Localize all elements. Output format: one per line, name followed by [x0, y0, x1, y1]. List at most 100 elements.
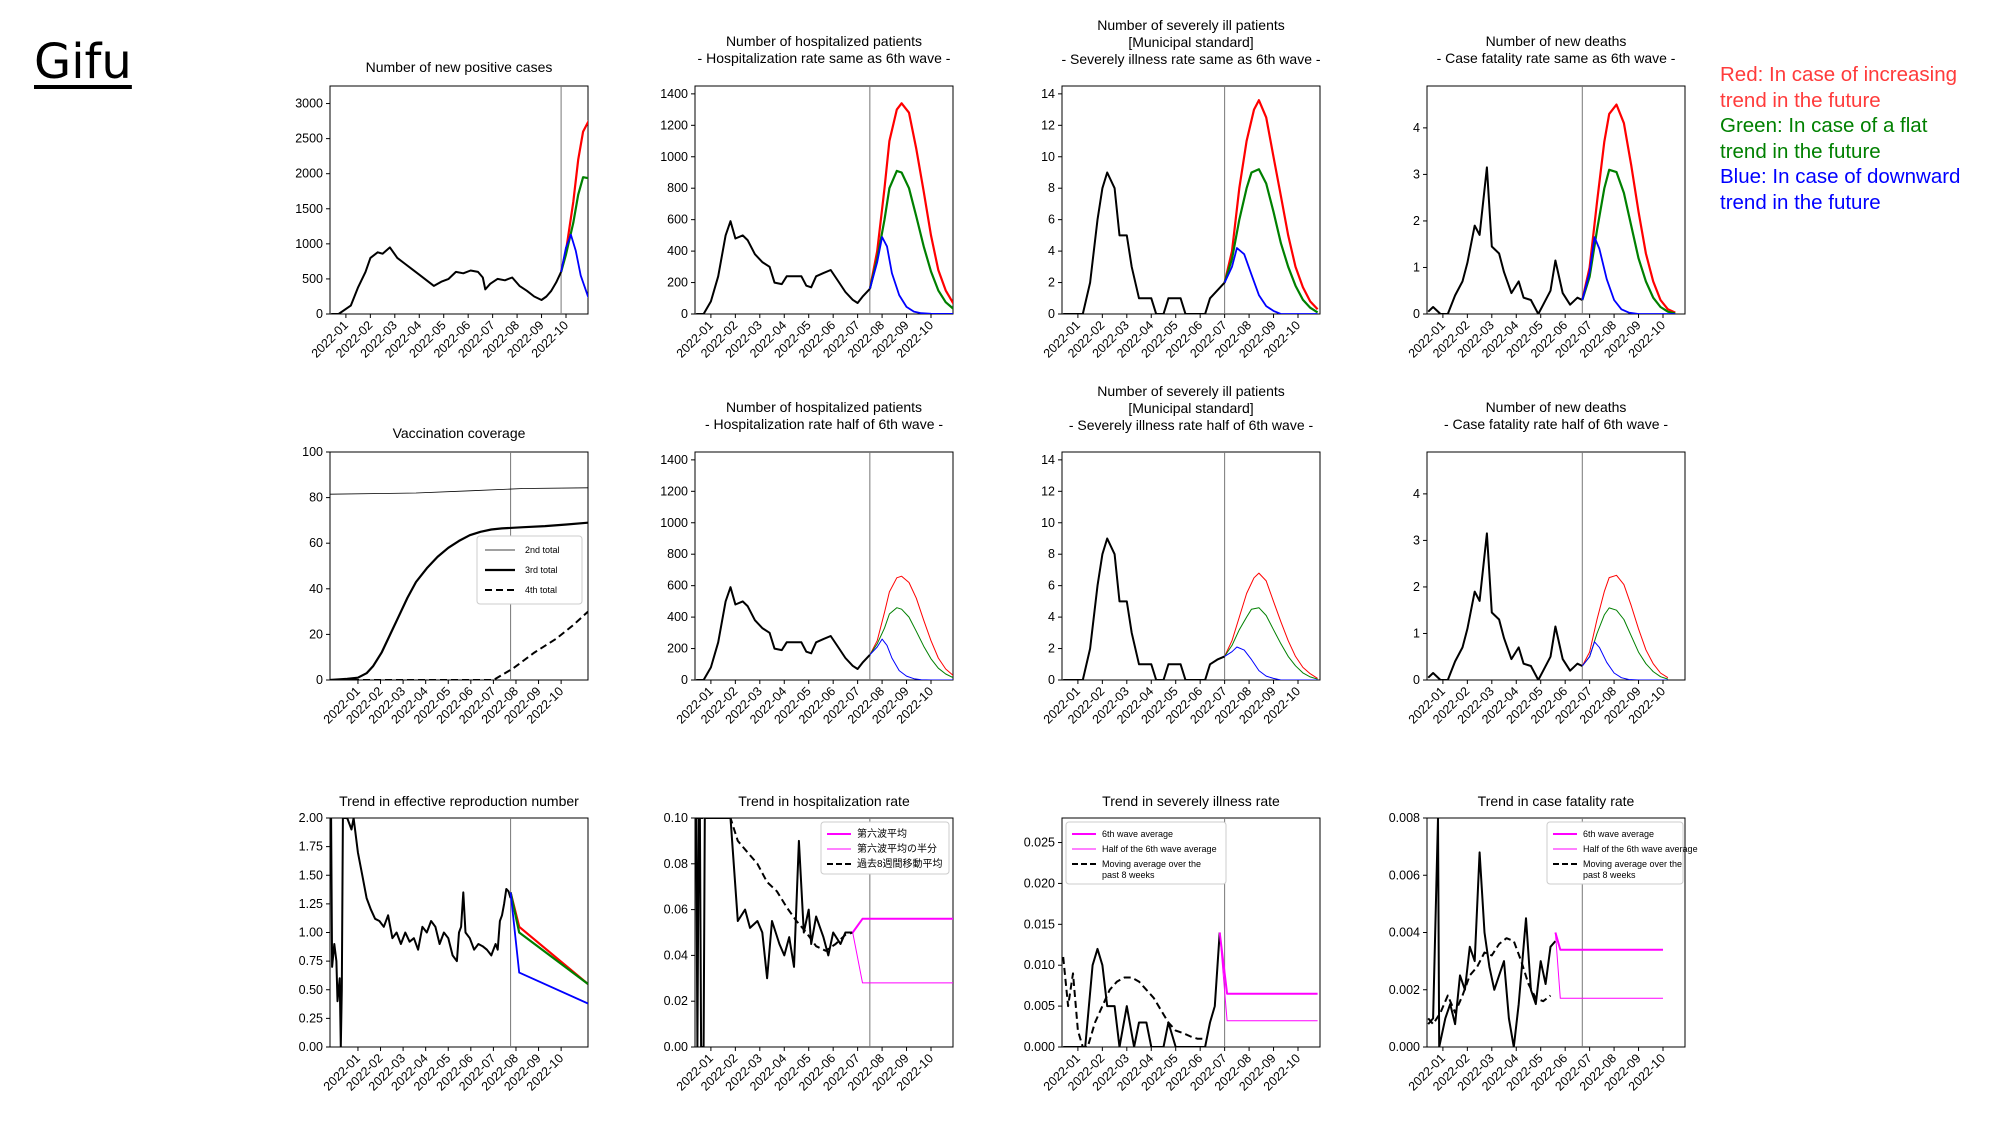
legend-label: 6th wave average: [1102, 829, 1173, 839]
chart-hosp_half: Number of hospitalized patients- Hospita…: [660, 399, 954, 727]
chart-title-line: Number of new deaths: [1486, 399, 1627, 415]
note-green-line-1: Green: In case of a flat: [1720, 114, 1928, 137]
y-tick-label: 0.006: [1389, 868, 1420, 882]
chart-title-line: Trend in severely illness rate: [1102, 793, 1280, 809]
note-green-line-2: trend in the future: [1720, 139, 1881, 163]
chart-hosp_rate: Trend in hospitalization rate 0.00 0.02 0.0…: [664, 793, 954, 1094]
series-increase: [1581, 574, 1669, 679]
series-increase: [1223, 99, 1319, 311]
y-tick-label: 1.50: [299, 868, 323, 882]
y-tick-label: 2: [1048, 276, 1055, 290]
y-tick-label: 10: [1041, 516, 1055, 530]
plot-area: [696, 575, 953, 680]
plot-frame: [1426, 451, 1686, 681]
y-tick-label: 600: [667, 213, 688, 227]
y-tick-label: 1000: [660, 516, 688, 530]
series-actual: [1427, 532, 1583, 680]
series-increase: [1224, 572, 1318, 679]
chart-cases: Number of new positive cases 0 500 1000 1500…: [295, 59, 589, 361]
scenario-legend-note: Red: In case of increasing trend in the …: [1720, 62, 1960, 215]
chart-title-line: Number of severely ill patients: [1097, 17, 1285, 33]
chart-title-line: Trend in effective reproduction number: [339, 793, 579, 809]
note-red-line-2: trend in the future: [1720, 88, 1881, 112]
series-flat: [868, 169, 953, 310]
y-tick-label: 0.000: [1024, 1040, 1055, 1054]
chart-hosp: Number of hospitalized patients- Hospita…: [660, 33, 954, 361]
plot-area: [1427, 532, 1669, 680]
y-tick-label: 3: [1413, 533, 1420, 547]
y-tick-label: 200: [667, 642, 688, 656]
legend-label: 2nd total: [525, 545, 560, 555]
chart-title-line: Trend in hospitalization rate: [738, 793, 910, 809]
plot-area: [1427, 818, 1663, 1047]
series-decrease: [869, 236, 953, 314]
chart-title-line: Number of hospitalized patients: [726, 33, 922, 49]
series-actual: [331, 246, 563, 314]
y-tick-label: 500: [302, 272, 323, 286]
chart-title-line: - Hospitalization rate half of 6th wave …: [705, 416, 943, 432]
rate-legend-box: [1065, 821, 1227, 885]
plot-frame: [329, 451, 589, 681]
series-actual: [1427, 818, 1557, 1047]
series-2nd-total: [330, 487, 588, 495]
chart-title-line: - Severely illness rate half of 6th wave…: [1069, 417, 1314, 433]
series-half-6th-wave-average: [1219, 932, 1318, 1022]
series-actual: [1063, 537, 1226, 680]
plot-area: [1063, 537, 1318, 680]
series-6th-wave-average: [1554, 932, 1663, 951]
y-tick-label: 200: [667, 276, 688, 290]
y-tick-label: 1500: [295, 202, 323, 216]
series-actual: [1063, 171, 1226, 314]
chart-title-line: Vaccination coverage: [393, 425, 526, 441]
note-red-line-1: Red: In case of increasing: [1720, 63, 1958, 86]
chart-vacc: Vaccination coverage0204060801002022-012…: [302, 425, 589, 727]
plot-area: [330, 818, 588, 1047]
plot-area: [1063, 99, 1319, 314]
y-tick-label: 800: [667, 547, 688, 561]
series-flat: [509, 892, 588, 985]
y-tick-label: 0.004: [1389, 926, 1420, 940]
series-increase: [868, 102, 953, 305]
series-increase: [869, 575, 953, 676]
chart-title-line: Number of new positive cases: [366, 59, 553, 75]
series-actual: [696, 586, 871, 680]
plot-area: [1062, 932, 1318, 1047]
chart-fatality_rate: Trend in case fatality rate 0.000 0.002 0.0…: [1389, 793, 1698, 1094]
series-half-6th-wave-average: [1554, 932, 1663, 999]
series-decrease: [560, 233, 588, 299]
y-tick-label: 1000: [660, 150, 688, 164]
y-tick-label: 0: [1048, 307, 1055, 321]
y-tick-label: 12: [1041, 484, 1055, 498]
series-increase: [560, 119, 588, 273]
series-actual: [696, 220, 871, 314]
plot-frame: [694, 817, 954, 1048]
legend-label: past 8 weeks: [1583, 870, 1636, 880]
legend-label: Half of the 6th wave average: [1583, 844, 1698, 854]
y-tick-label: 0.008: [1389, 811, 1420, 825]
y-tick-label: 4: [1413, 487, 1420, 501]
y-tick-label: 0.010: [1024, 958, 1055, 972]
y-tick-label: 12: [1041, 118, 1055, 132]
y-tick-label: 6: [1048, 213, 1055, 227]
series-moving-average: [1427, 937, 1552, 1026]
series-3rd-total: [330, 521, 588, 680]
y-tick-label: 4: [1048, 244, 1055, 258]
series-flat: [560, 176, 588, 273]
rate-legend-box: [1546, 821, 1684, 885]
y-tick-label: 0.75: [299, 954, 323, 968]
y-tick-label: 1000: [295, 237, 323, 251]
series-actual: [695, 818, 853, 1047]
chart-title-line: Number of new deaths: [1486, 33, 1627, 49]
series-decrease: [869, 638, 953, 680]
plot-area: [1427, 103, 1676, 314]
series-6th-wave-average: [1218, 932, 1318, 995]
y-tick-label: 2000: [295, 167, 323, 181]
y-tick-label: 0: [1413, 673, 1420, 687]
y-tick-label: 400: [667, 610, 688, 624]
y-tick-label: 2: [1413, 214, 1420, 228]
y-tick-label: 0.04: [664, 948, 688, 962]
y-tick-label: 0.020: [1024, 876, 1055, 890]
y-tick-label: 0.50: [299, 983, 323, 997]
note-blue-line-2: trend in the future: [1720, 190, 1881, 214]
note-blue-line-1: Blue: In case of downward: [1720, 165, 1961, 188]
